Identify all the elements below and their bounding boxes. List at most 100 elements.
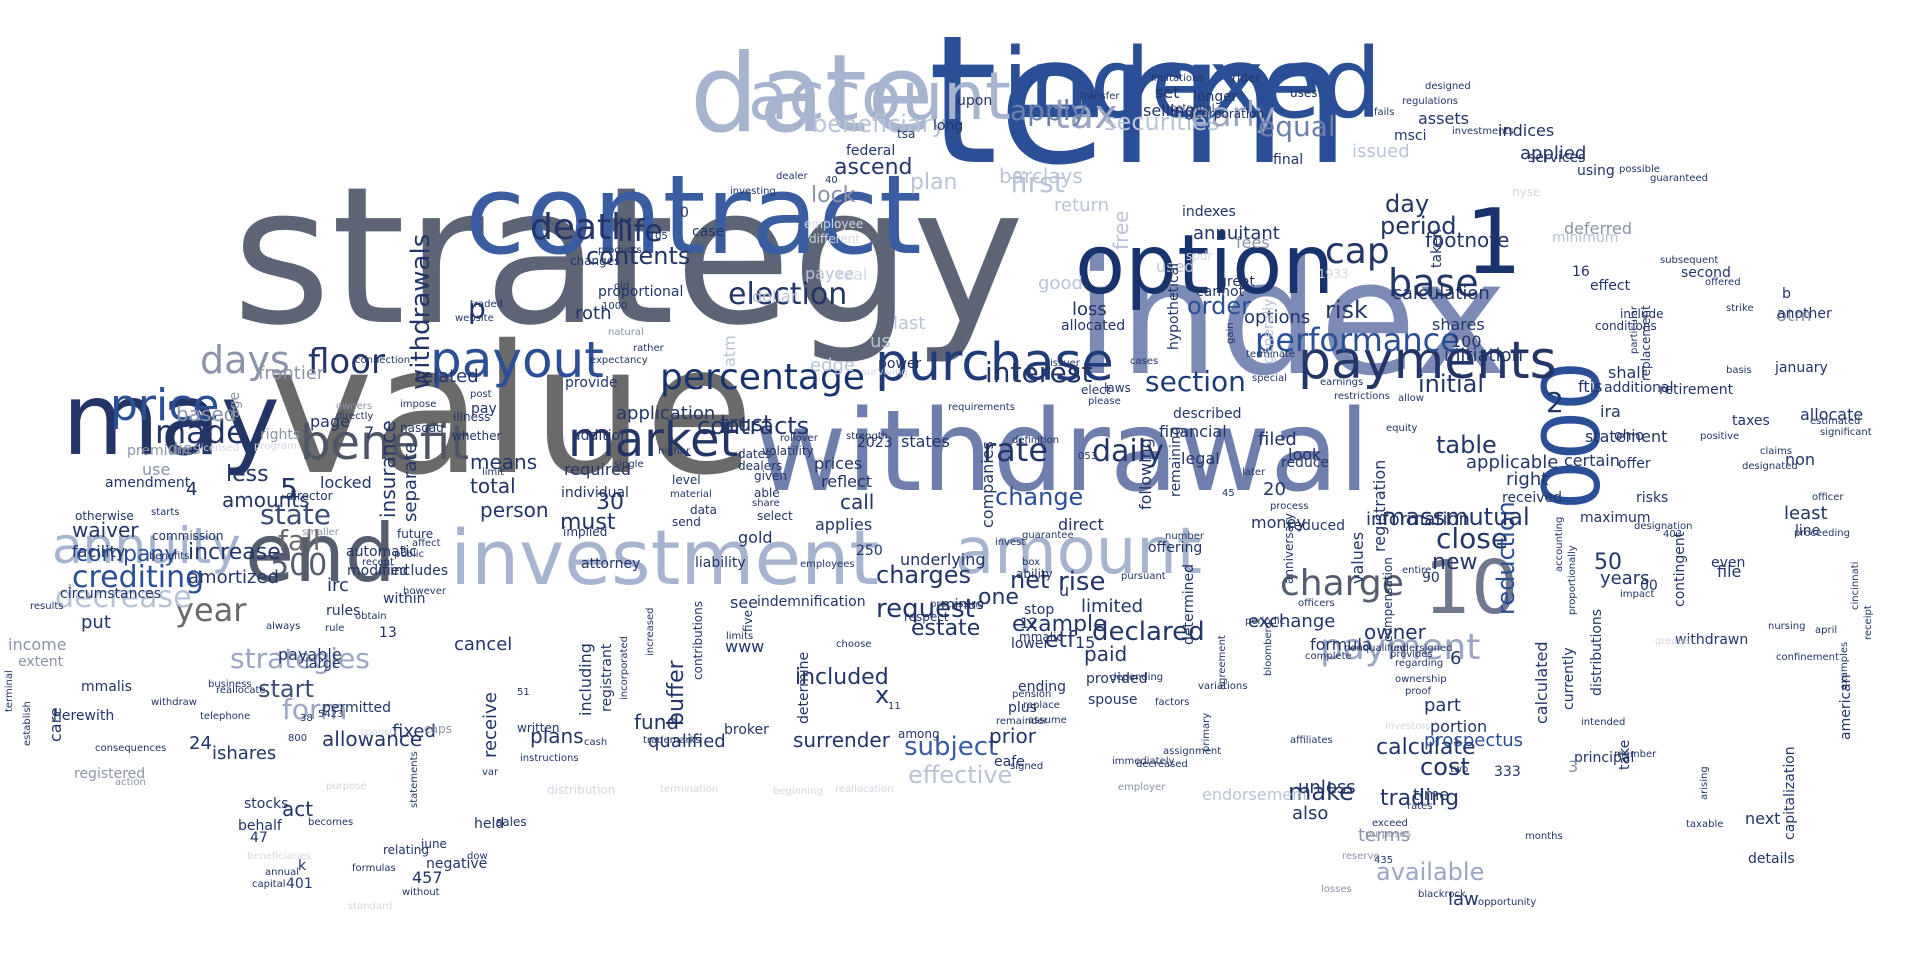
word-data: data [690,503,718,518]
word-rather: rather [633,342,664,354]
word-registrant: registrant [599,643,615,712]
word-change: change [995,483,1084,512]
word-even: even [1711,554,1746,571]
word-n6: 6 [1450,648,1462,670]
word-dies: dies [168,438,201,458]
word-rider: rider [1232,71,1261,86]
word-indices: indices [1498,120,1555,140]
word-starts: starts [151,506,180,518]
word-significant: significant [1820,426,1872,438]
word-following: following [1136,438,1155,510]
word-surviving: surviving [862,366,908,378]
word-term: term [928,0,1351,205]
word-percentage: percentage [660,357,865,399]
word-april: april [1815,624,1838,636]
word-n2: 2 [1546,386,1564,420]
word-u: u [1059,580,1070,600]
word-investors: investors [1385,720,1431,732]
word-floor: floor [308,342,385,383]
word-otherwise: otherwise [75,509,134,524]
word-rates: rates [1407,800,1433,812]
word-effective: effective [908,761,1013,790]
word-distributions: distributions [1589,608,1605,696]
word-rate: rate [983,430,1048,469]
word-var: var [482,766,499,778]
word-charges: charges [876,561,972,590]
word-values: values [1348,531,1367,584]
word-related: related [415,366,479,388]
word-increase: increase [188,539,281,565]
word-expectancy: expectancy [590,354,648,366]
word-n38: 38 [300,712,313,724]
word-time: time [1413,784,1450,804]
word-natural: natural [608,326,644,338]
word-financial: financial [1159,421,1227,441]
word-income: income [8,634,67,654]
word-risks: risks [1636,489,1669,506]
word-person: person [480,497,549,522]
word-n3: 3 [1568,756,1579,776]
word-public: public [394,548,425,560]
word-different: different [809,232,860,247]
word-smaller: smaller [302,526,339,538]
word-signed: signed [1010,760,1044,772]
word-nyse: nyse [1512,185,1541,200]
word-laws: laws [1104,381,1131,396]
word-owners: owners [336,400,373,412]
word-companies: companies [978,441,997,528]
word-payee: payee [805,263,855,283]
word-box: box [1022,556,1041,568]
word-beneficiaries: beneficiaries [247,850,311,862]
word-termination: termination [660,783,719,795]
word-trademarks: trademarks [643,734,701,746]
word-limits: limits [726,630,754,642]
word-products: products [598,244,642,256]
word-qualified: qualified [648,731,726,753]
word-maximum: maximum [1580,509,1651,526]
word-put: put [81,612,111,634]
word-issued: issued [1352,141,1410,163]
word-account: account [748,57,1011,135]
word-extent: extent [18,653,64,670]
word-must: must [560,509,616,535]
word-statement: statement [1585,426,1668,446]
word-level: level [672,473,701,488]
word-initiation: initiation [1444,345,1523,367]
word-connection: connection [355,354,411,366]
word-conditions: conditions [1595,319,1657,334]
word-declared: declared [1092,616,1205,647]
word-investment: investment [450,512,880,602]
word-member: member [1614,748,1657,760]
word-provided: provided [1086,670,1148,687]
word-blackrock: blackrock [1418,888,1466,900]
word-offer: offer [1618,455,1651,472]
word-example: example [1012,611,1107,637]
word-intended: intended [1581,716,1626,728]
word-employees: employees [800,558,855,570]
word-amendment: amendment [105,474,191,491]
word-becomes: becomes [308,816,354,828]
word-issuer: issuer [1050,357,1080,369]
word-strength: strength [846,430,889,442]
word-plus: plus [1008,699,1037,716]
word-includes: includes [390,562,449,579]
word-start: start [258,675,314,704]
word-pursuant: pursuant [1121,570,1166,582]
word-replacement: replacement [1639,305,1653,381]
word-applies: applies [815,514,873,534]
word-n50: 50 [1594,549,1622,575]
word-selling: selling [1143,100,1195,120]
word-determine: determine [796,651,812,724]
word-formula: formula [1310,634,1372,654]
word-potential: potential [1170,102,1215,114]
word-means: means [470,449,538,474]
word-company: company [76,541,178,567]
word-endorsement: endorsement [1202,784,1309,804]
word-transfer: transfer [1080,90,1120,102]
word-share: share [752,497,780,509]
word-consequences: consequences [95,742,167,754]
word-n053: 053 [1078,450,1098,462]
word-annuitant: annuitant [1193,223,1280,245]
word-look: look [1288,444,1322,464]
word-june: june [421,837,447,852]
